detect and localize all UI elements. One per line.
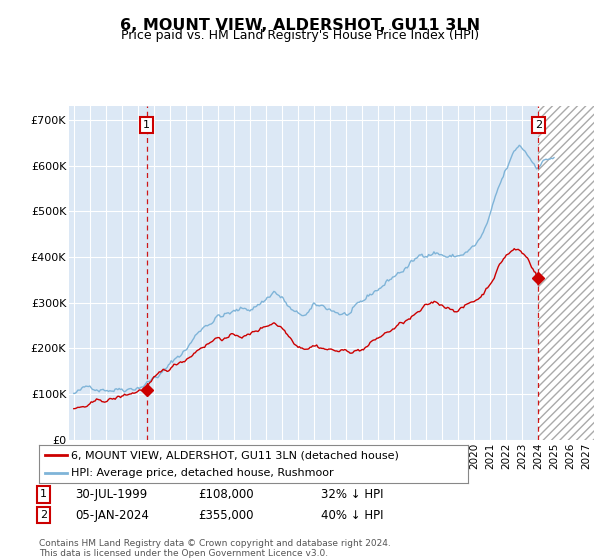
- Text: £108,000: £108,000: [198, 488, 254, 501]
- Text: 6, MOUNT VIEW, ALDERSHOT, GU11 3LN (detached house): 6, MOUNT VIEW, ALDERSHOT, GU11 3LN (deta…: [71, 450, 399, 460]
- Text: Price paid vs. HM Land Registry's House Price Index (HPI): Price paid vs. HM Land Registry's House …: [121, 29, 479, 42]
- Text: 6, MOUNT VIEW, ALDERSHOT, GU11 3LN: 6, MOUNT VIEW, ALDERSHOT, GU11 3LN: [120, 18, 480, 34]
- Text: 2: 2: [535, 120, 542, 130]
- Bar: [538, 106, 594, 440]
- Text: 05-JAN-2024: 05-JAN-2024: [75, 508, 149, 522]
- Text: HPI: Average price, detached house, Rushmoor: HPI: Average price, detached house, Rush…: [71, 468, 334, 478]
- Text: 32% ↓ HPI: 32% ↓ HPI: [321, 488, 383, 501]
- Text: £355,000: £355,000: [198, 508, 254, 522]
- Text: 30-JUL-1999: 30-JUL-1999: [75, 488, 147, 501]
- Text: 2: 2: [40, 510, 47, 520]
- Bar: [538, 106, 594, 440]
- Text: 40% ↓ HPI: 40% ↓ HPI: [321, 508, 383, 522]
- Text: 1: 1: [143, 120, 150, 130]
- Text: 1: 1: [40, 489, 47, 500]
- Text: Contains HM Land Registry data © Crown copyright and database right 2024.
This d: Contains HM Land Registry data © Crown c…: [39, 539, 391, 558]
